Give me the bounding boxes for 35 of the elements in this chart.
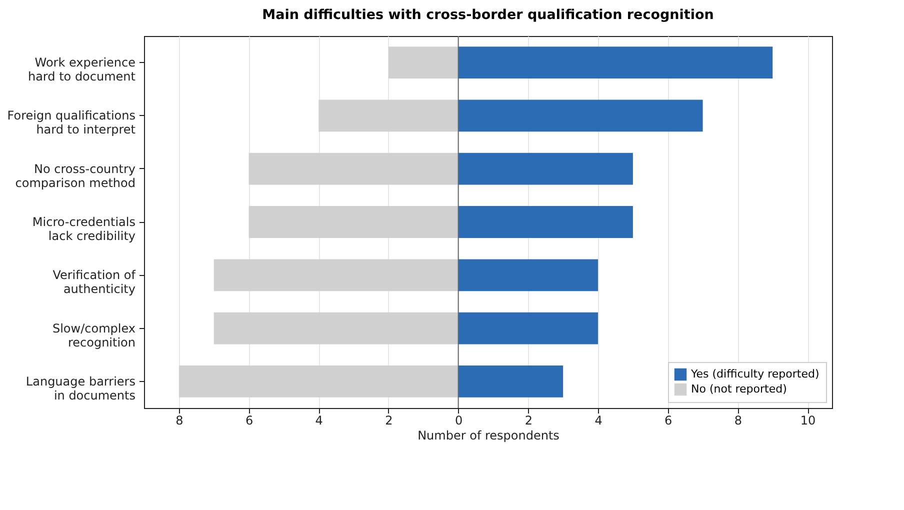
chart-title: Main difficulties with cross-border qualification recognition bbox=[262, 7, 714, 23]
x-tick-label: 0 bbox=[454, 414, 463, 428]
bar bbox=[248, 152, 458, 185]
x-tick-label: 2 bbox=[385, 414, 393, 428]
bar bbox=[458, 152, 633, 185]
x-tick-label: 4 bbox=[315, 414, 323, 428]
x-tick-label: 10 bbox=[800, 414, 816, 428]
x-tick-label: 6 bbox=[245, 414, 254, 428]
bar bbox=[248, 206, 458, 238]
bar bbox=[214, 259, 458, 292]
bar bbox=[388, 46, 458, 79]
bar bbox=[458, 259, 598, 292]
y-tick-label: Slow/complex recognition bbox=[52, 321, 136, 350]
x-tick-label: 8 bbox=[176, 414, 184, 428]
y-tick-label: Work experience hard to document bbox=[28, 56, 136, 84]
bar bbox=[318, 100, 458, 132]
bar bbox=[458, 312, 598, 344]
bar bbox=[458, 100, 703, 132]
y-tick-label: Verification of authenticity bbox=[52, 268, 136, 296]
y-tick-label: No cross-country comparison method bbox=[15, 162, 136, 190]
y-tick-label: Language barriers in documents bbox=[26, 374, 136, 402]
x-axis-title: Number of respondents bbox=[418, 428, 560, 442]
y-tick-label: Micro-credentials lack credibility bbox=[32, 215, 136, 243]
bar bbox=[178, 365, 458, 398]
legend-label: No (not reported) bbox=[691, 382, 787, 396]
legend-label: Yes (difficulty reported) bbox=[690, 368, 820, 380]
x-tick-label: 6 bbox=[664, 414, 672, 428]
bar bbox=[458, 46, 773, 79]
x-tick-label: 8 bbox=[734, 414, 742, 428]
x-tick-label: 2 bbox=[524, 414, 532, 428]
bar bbox=[458, 206, 633, 238]
bar bbox=[214, 312, 458, 344]
bar bbox=[458, 365, 564, 398]
y-tick-label: Foreign qualifications hard to interpret bbox=[7, 108, 136, 137]
x-tick-label: 4 bbox=[594, 414, 602, 428]
